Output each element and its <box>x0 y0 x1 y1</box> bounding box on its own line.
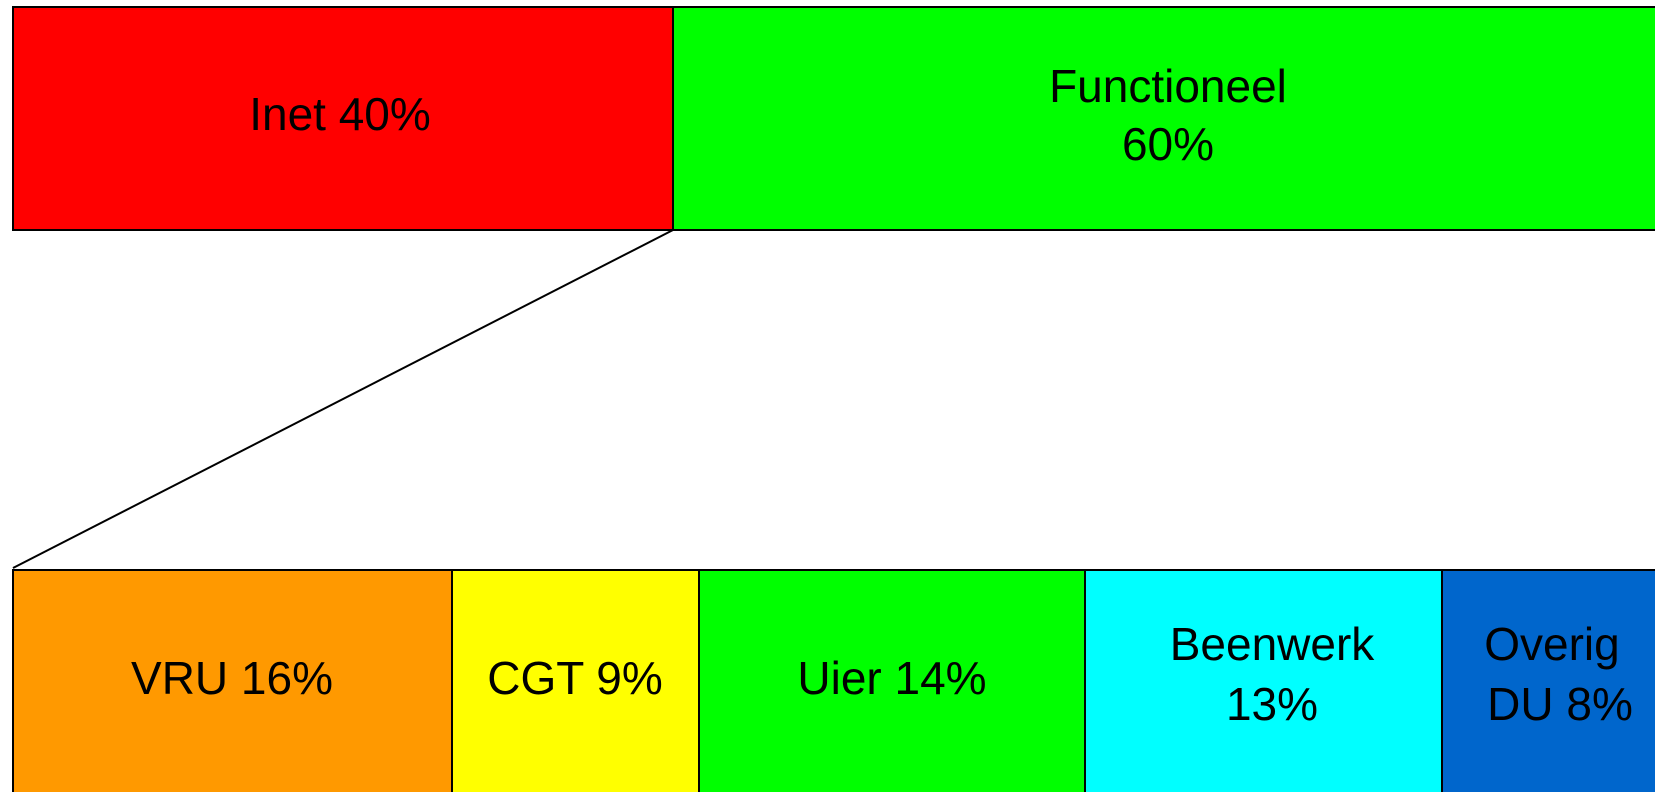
segment <box>698 569 1086 792</box>
segment-label: 13% <box>1226 678 1318 730</box>
segment-label: Overig <box>1484 618 1619 670</box>
segment <box>1441 569 1655 792</box>
segment <box>1084 569 1443 792</box>
segment <box>12 6 674 231</box>
segment-label: DU 8% <box>1487 678 1633 730</box>
segment-label: VRU 16% <box>131 652 333 704</box>
segment-label: CGT 9% <box>487 652 663 704</box>
segment-label: Uier 14% <box>797 652 986 704</box>
segment-label: 60% <box>1122 118 1214 170</box>
segment <box>12 569 453 792</box>
segment-label: Functioneel <box>1049 60 1287 112</box>
segment <box>451 569 700 792</box>
segment <box>672 6 1655 231</box>
segment-label: Beenwerk <box>1170 618 1376 670</box>
segment-label: Inet 40% <box>249 88 431 140</box>
connector <box>12 229 674 569</box>
